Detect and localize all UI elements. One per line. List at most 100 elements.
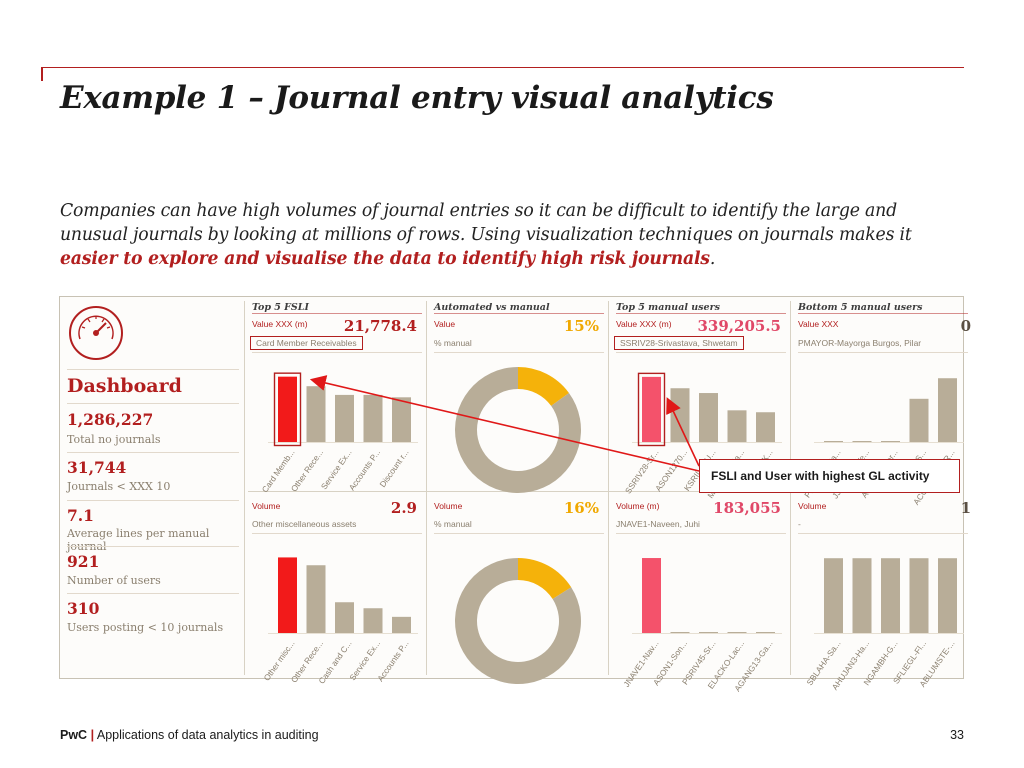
divider [67,500,239,501]
chart-bar[interactable] [938,558,957,633]
panel-rule [616,352,786,353]
chart-bar[interactable] [824,441,843,442]
chart-bar[interactable] [909,398,929,442]
chart-bar[interactable] [938,378,957,442]
chart-bar[interactable] [278,376,297,442]
panel-value: 2.9 [390,499,417,517]
chart-bar[interactable] [335,602,354,633]
bar-highlight-box [273,372,302,447]
panel-value: 339,205.5 [697,317,781,335]
chart-bar[interactable] [670,388,690,442]
panel-subtext: % manual [434,519,472,529]
panel-title: Bottom 5 manual users [798,302,923,313]
panel-subtext: PMAYOR-Mayorga Burgos, Pilar [798,338,922,348]
footer-text: Applications of data analytics in auditi… [96,728,319,742]
page-number: 33 [950,728,964,742]
chart-bar[interactable] [727,410,747,442]
divider [67,452,239,453]
divider [67,593,239,594]
column-divider [244,301,245,675]
panel-title: Top 5 FSLI [252,302,309,313]
chart-bar[interactable] [642,558,661,633]
chart-bar[interactable] [392,616,411,633]
panel-value: 1 [960,499,971,517]
chart-top-manual-users: SSRIV28-Sr...ASON1270...KSRILADU...MDASE… [623,372,782,500]
panel-title: Automated vs manual [434,302,550,313]
intro-suffix: . [709,249,716,269]
chart-bar[interactable] [852,441,872,442]
title-rule-mark [41,67,43,81]
stat-users-posting-value: 310 [67,599,100,618]
panel-manual-users-volume: Volume (m) 183,055 JNAVE1-Naveen, Juhi J… [612,495,789,693]
panel-subtext: - [798,519,801,529]
donut-automated-manual [455,367,581,493]
panel-label: Value [434,319,456,329]
chart-bar[interactable] [756,412,775,442]
dashboard-title: Dashboard [67,375,182,397]
intro-prefix: Companies can have high volumes of journ… [60,201,912,245]
chart-manual-users-volume: JNAVE1-Nav...ASON1-Son...PSRIV45-Sr...EL… [621,558,782,693]
chart-fsli-volume: Other misc...Other Rece...Cash and C...S… [261,557,418,686]
divider [67,369,239,370]
panel-subtext: % manual [434,338,472,348]
panel-value: 183,055 [713,499,781,517]
intro-text: Companies can have high volumes of journ… [60,199,965,271]
panel-bottom-manual-users: Bottom 5 manual users Value XXX 0 PMAYOR… [794,299,971,507]
chart-bar[interactable] [699,393,718,442]
chart-bar[interactable] [881,441,900,442]
panel-rule [434,533,604,534]
chart-bar[interactable] [699,632,718,633]
panel-bottom-users-volume: Volume 1 - SBLAHA-Sa... AHUJAN3-Ha... NGAM… [794,495,971,692]
chart-bar[interactable] [278,557,297,633]
stat-avg-lines-label: Average lines per manual journal [67,527,210,553]
chart-bar[interactable] [756,632,775,633]
chart-bar[interactable] [363,394,383,442]
chart-bar[interactable] [306,386,326,442]
panel-label: Volume [434,501,463,511]
panel-automated-manual-volume: Volume 16% % manual [430,495,607,684]
panel-selected-item[interactable]: SSRIV28-Srivastava, Shwetam [614,336,744,350]
stat-total-journals-value: 1,286,227 [67,410,154,429]
panel-selected-item[interactable]: Card Member Receivables [250,336,363,350]
panel-label: Value XXX (m) [252,319,308,329]
stat-users-posting-label: Users posting < 10 journals [67,621,224,634]
panel-title-rule [616,313,786,314]
chart-bar[interactable] [881,558,900,633]
chart-bar[interactable] [392,397,411,442]
panel-title-rule [798,313,968,314]
panel-fsli-volume: Volume 2.9 Other miscellaneous assets Ot… [248,495,425,686]
chart-bar[interactable] [824,558,843,633]
chart-bar[interactable] [852,558,872,633]
panel-automated-manual: Automated vs manual Value 15% % manual [430,299,607,493]
chart-bar[interactable] [306,565,326,633]
stat-journals-lt-value: 31,744 [67,458,127,477]
dashboard-summary: Dashboard 1,286,227 Total no journals 31… [60,297,243,678]
donut-slice[interactable] [455,558,581,684]
panel-rule [252,533,422,534]
stat-total-journals-label: Total no journals [67,433,161,446]
chart-bar[interactable] [727,632,747,633]
chart-bar[interactable] [363,608,383,633]
panel-rule [434,352,604,353]
footer: PwC | Applications of data analytics in … [60,728,319,742]
panel-subtext: JNAVE1-Naveen, Juhi [616,519,700,529]
panel-value: 0 [960,317,971,335]
panel-top-manual-users: Top 5 manual users Value XXX (m) 339,205… [612,299,789,500]
chart-bar[interactable] [909,558,929,633]
donut-slice[interactable] [518,558,572,600]
panel-title: Top 5 manual users [616,302,720,313]
chart-bottom-manual-users: PMAYOR-Ma...JJIMEN36-Ve...ANTEGO-Fer...S… [802,378,964,507]
chart-bar[interactable] [670,632,690,633]
panel-value: 21,778.4 [343,317,417,335]
chart-bar[interactable] [335,394,354,442]
panel-top-fsli: Top 5 FSLI Value XXX (m) 21,778.4 Card M… [248,299,425,494]
panel-value: 16% [563,499,599,517]
panel-label: Volume (m) [616,501,660,511]
panel-label: Value XXX (m) [616,319,672,329]
panel-title-rule [252,313,422,314]
chart-bar[interactable] [642,376,661,442]
panel-rule [798,352,968,353]
chart-tick-label: Discount r... [377,447,410,489]
panel-subtext: Other miscellaneous assets [252,519,357,529]
chart-top-fsli: Card Memb...Other Rece...Service Ex...Ac… [260,372,418,494]
